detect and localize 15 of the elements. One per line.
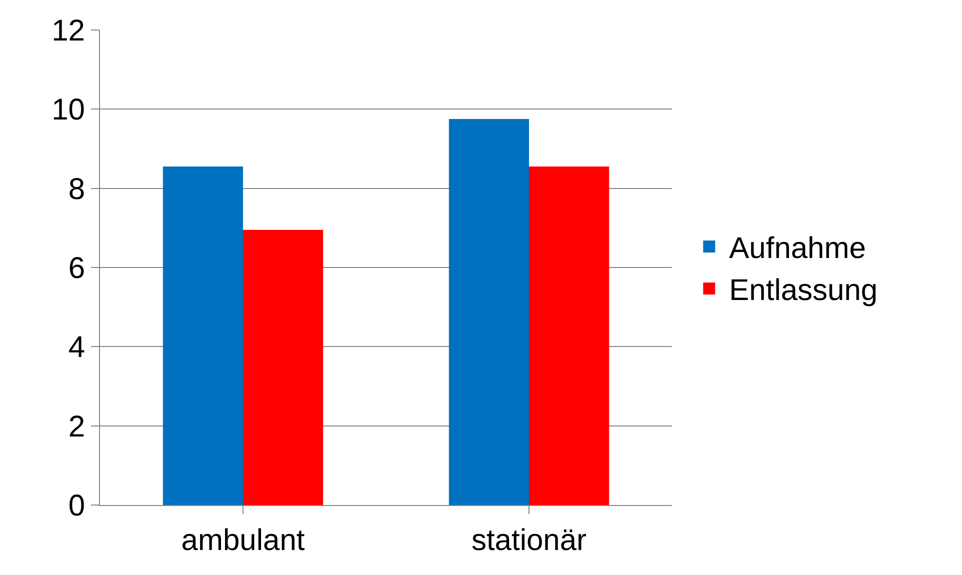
bar bbox=[243, 230, 324, 505]
x-tick-label: stationär bbox=[471, 524, 587, 557]
y-tick-label: 4 bbox=[68, 331, 85, 364]
y-tick-label: 10 bbox=[52, 94, 85, 127]
bar bbox=[448, 119, 529, 505]
y-tick-label: 8 bbox=[68, 172, 85, 206]
legend-label: Entlassung bbox=[729, 274, 878, 308]
legend-label: Aufnahme bbox=[729, 232, 866, 266]
x-tick-label: ambulant bbox=[181, 524, 306, 557]
bar bbox=[529, 166, 610, 505]
y-tick-label: 6 bbox=[68, 252, 85, 285]
bar bbox=[162, 166, 243, 505]
y-tick-label: 0 bbox=[68, 490, 85, 522]
y-tick-label: 12 bbox=[52, 14, 85, 48]
y-tick-label: 2 bbox=[68, 410, 85, 444]
